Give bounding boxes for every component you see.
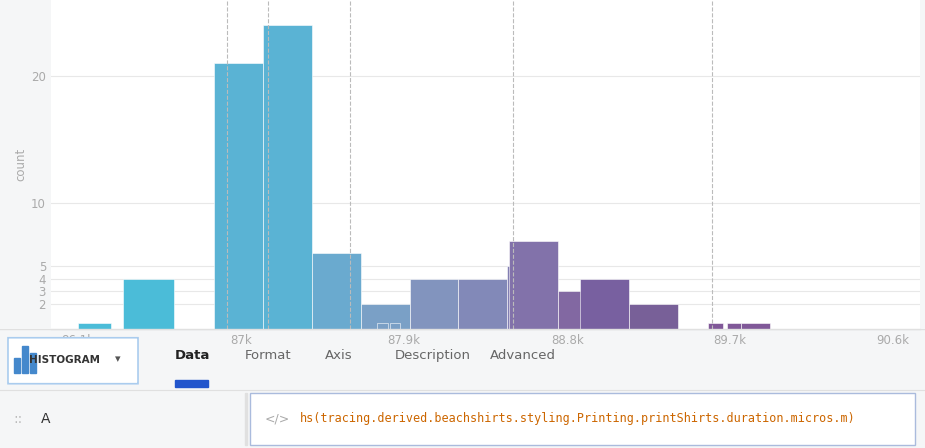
Bar: [22, 345, 28, 373]
Bar: [14, 358, 20, 373]
Text: Format: Format: [245, 349, 291, 362]
Bar: [509, 241, 558, 329]
Text: ::: ::: [13, 412, 22, 426]
Text: </>: </>: [265, 412, 290, 426]
Text: ▾: ▾: [116, 354, 121, 365]
Bar: [214, 63, 263, 329]
Bar: [389, 323, 401, 329]
Bar: [410, 279, 459, 329]
Bar: [726, 323, 741, 329]
Bar: [78, 323, 111, 329]
Bar: [263, 26, 312, 329]
Text: HISTOGRAM: HISTOGRAM: [30, 354, 101, 365]
Text: Description: Description: [395, 349, 471, 362]
Bar: [580, 279, 629, 329]
Bar: [377, 323, 388, 329]
Text: Advanced: Advanced: [490, 349, 556, 362]
Bar: [558, 291, 607, 329]
Bar: [30, 353, 36, 373]
Bar: [508, 266, 556, 329]
Bar: [361, 304, 410, 329]
Bar: [175, 380, 208, 388]
Text: A: A: [42, 412, 51, 426]
Text: Data: Data: [175, 349, 210, 362]
Bar: [123, 279, 174, 329]
Bar: [459, 279, 507, 329]
Bar: [709, 323, 723, 329]
Bar: [312, 253, 361, 329]
Bar: [629, 304, 678, 329]
FancyBboxPatch shape: [250, 392, 915, 445]
Bar: [741, 323, 770, 329]
Bar: [245, 392, 246, 445]
FancyBboxPatch shape: [8, 338, 138, 383]
Text: Axis: Axis: [325, 349, 352, 362]
Text: hs(tracing.derived.beachshirts.styling.Printing.printShirts.duration.micros.m): hs(tracing.derived.beachshirts.styling.P…: [300, 412, 856, 426]
Y-axis label: count: count: [14, 148, 27, 181]
